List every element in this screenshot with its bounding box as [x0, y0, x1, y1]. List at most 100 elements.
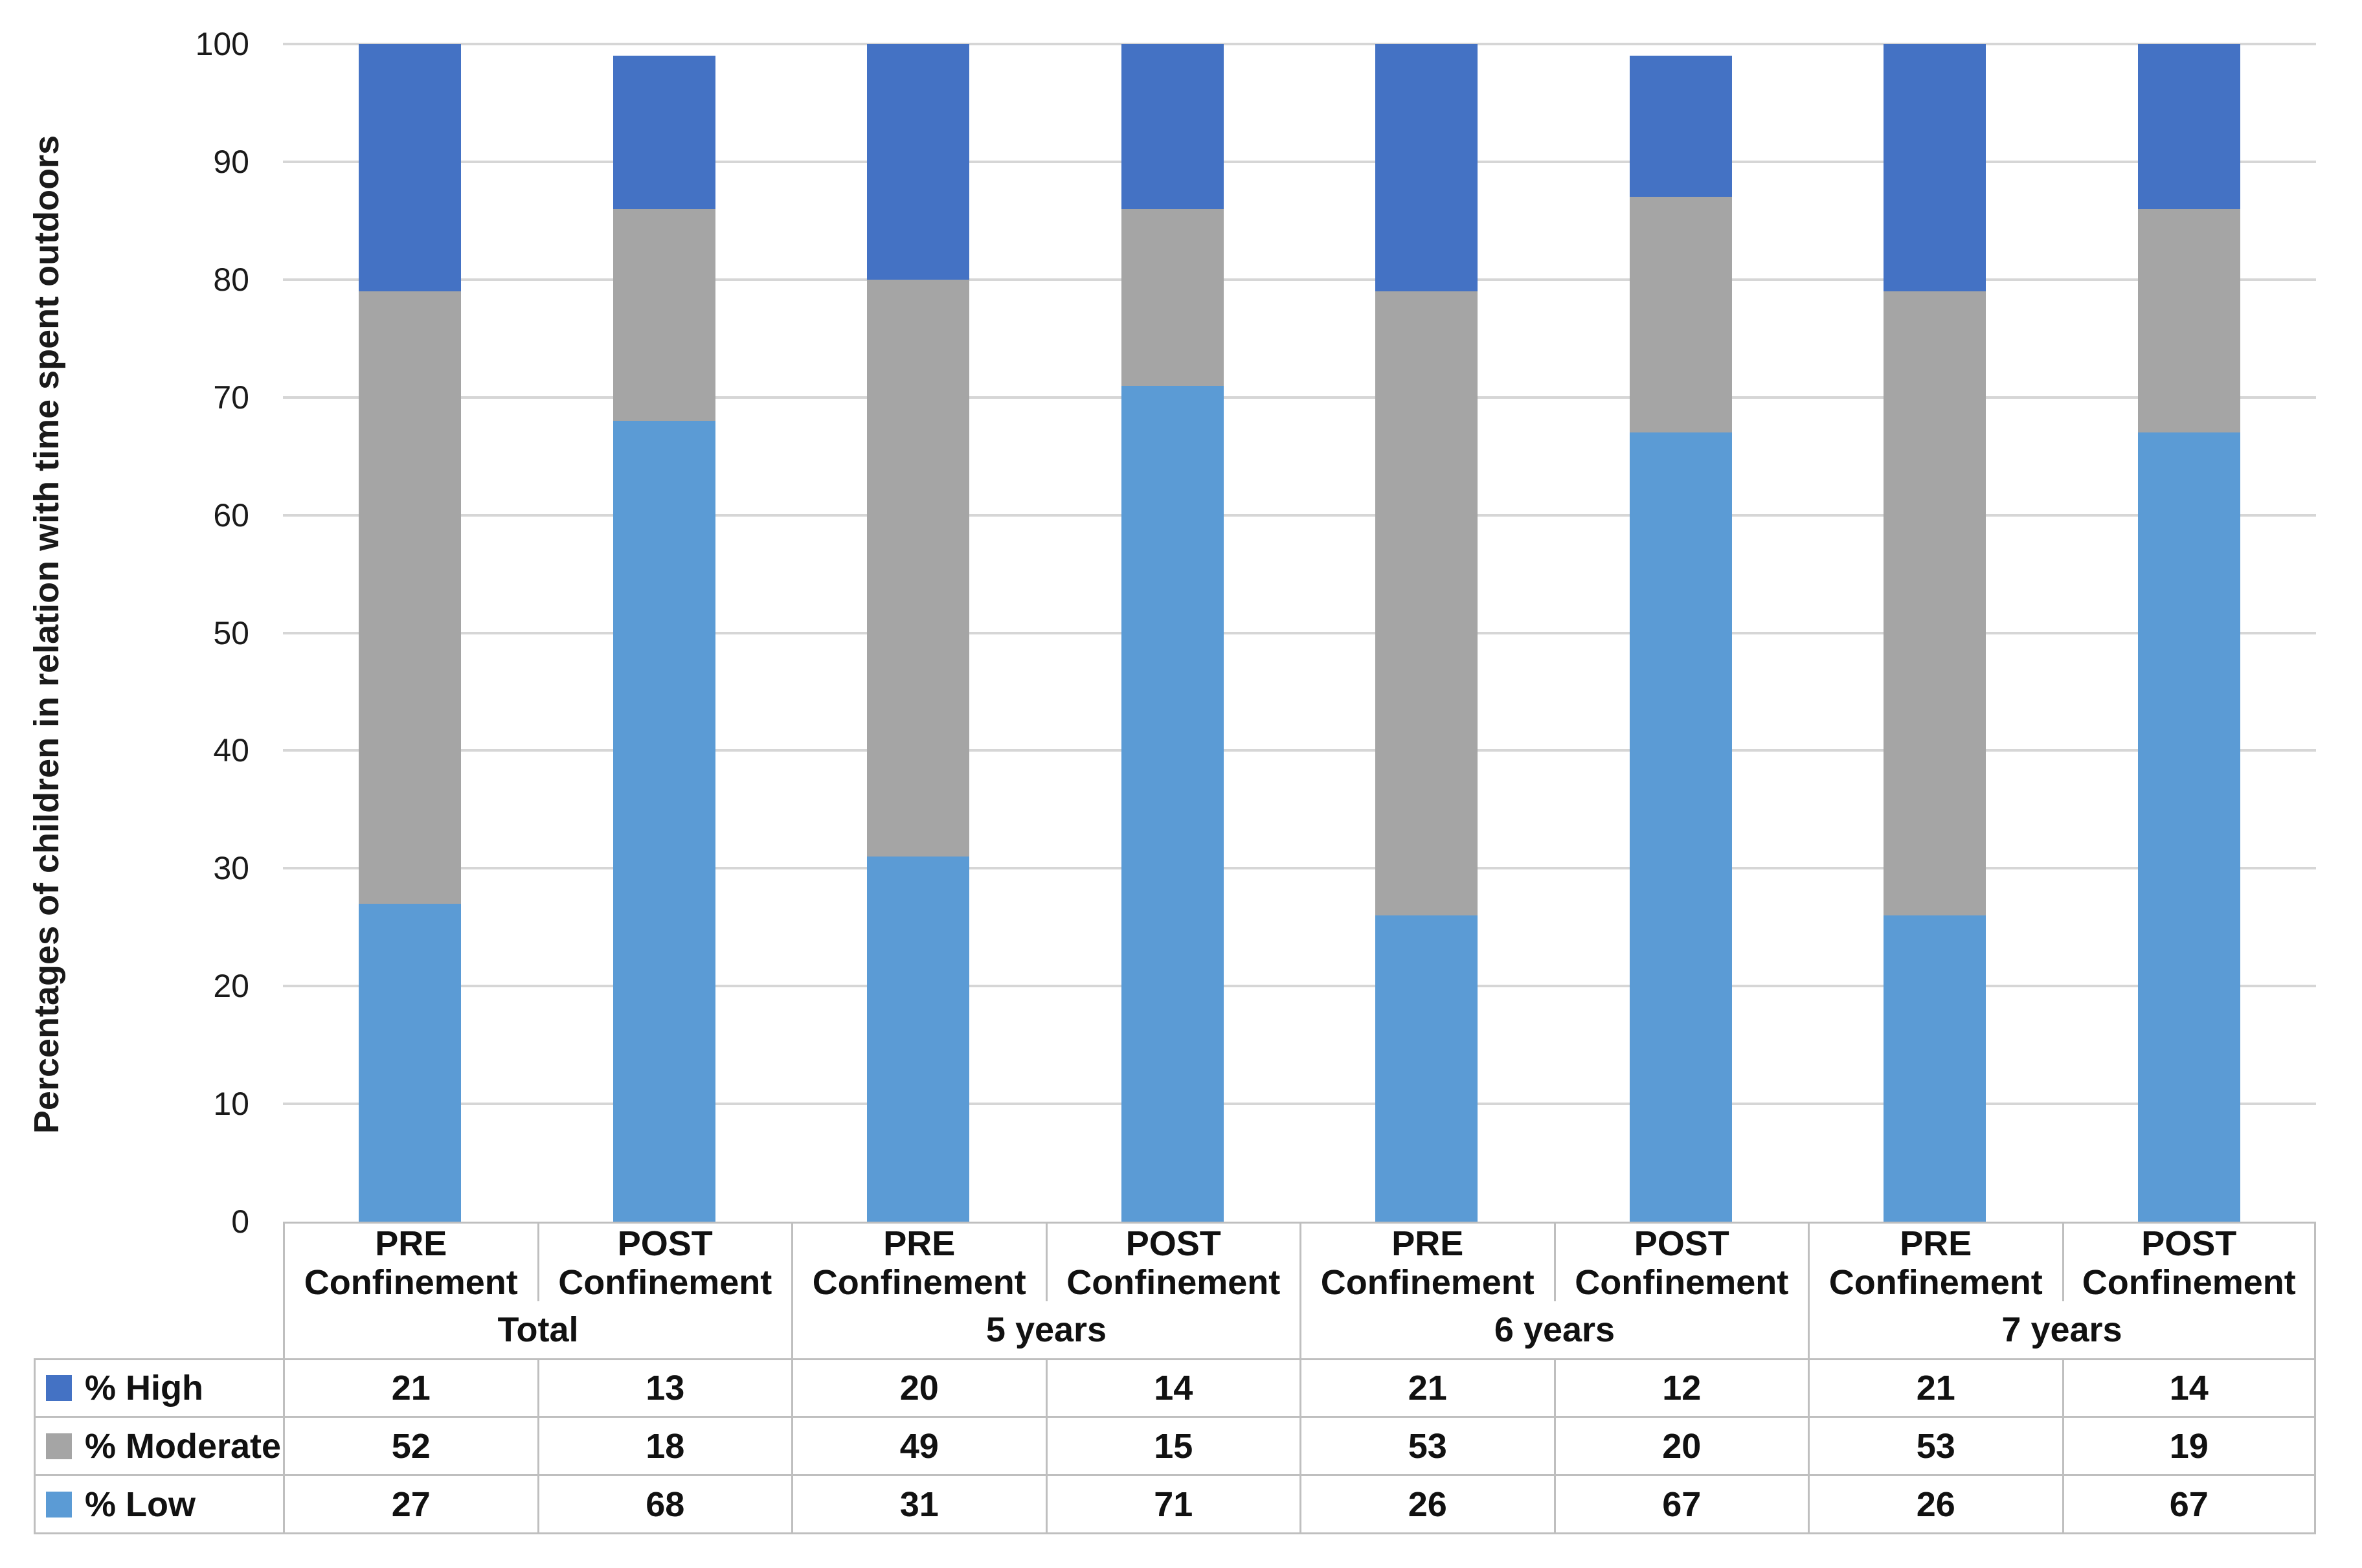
y-tick-label: 70: [213, 379, 249, 416]
chart-data-table: PRE Confinement POST Confinement PRE Confinem…: [34, 1222, 2316, 1534]
gridline: [283, 631, 2316, 634]
table-value-cell: 20: [791, 1358, 1046, 1416]
table-value-cell: 14: [1045, 1358, 1299, 1416]
table-header-line1: PRE: [1391, 1224, 1464, 1263]
plot-area: [283, 43, 2316, 1222]
table-header-line1: PRE: [375, 1224, 447, 1263]
y-tick-label: 100: [195, 26, 249, 62]
table-value-cell: 49: [791, 1416, 1046, 1474]
table-value-cell: 68: [537, 1474, 791, 1534]
stacked-bar: [1884, 44, 1986, 1222]
table-header-line1: POST: [2141, 1224, 2237, 1263]
table-value-cell: 71: [1045, 1474, 1299, 1534]
table-header-cell: PRE Confinement: [1299, 1222, 1554, 1302]
table-value-cell: 52: [283, 1416, 537, 1474]
bar-segment-moderate: [1121, 208, 1224, 386]
gridline: [283, 1103, 2316, 1106]
table-header-line1: POST: [617, 1224, 713, 1263]
table-header-line2: Confinement: [2082, 1263, 2296, 1302]
table-value-cell: 26: [1299, 1474, 1554, 1534]
table-header-line1: PRE: [883, 1224, 956, 1263]
bar-segment-high: [1884, 44, 1986, 291]
bar-segment-low: [1121, 385, 1224, 1222]
y-tick-label: 50: [213, 614, 249, 651]
table-value-cell: 12: [1553, 1358, 1808, 1416]
table-value-cell: 21: [283, 1358, 537, 1416]
table-group-cell: Total: [283, 1301, 791, 1358]
y-tick-label: 30: [213, 850, 249, 887]
bar-segment-low: [359, 903, 462, 1222]
bar-segment-low: [1884, 915, 1986, 1222]
gridline: [283, 160, 2316, 163]
table-group-cell: 5 years: [791, 1301, 1299, 1358]
stacked-bar: [867, 44, 970, 1222]
table-header-line2: Confinement: [1066, 1263, 1281, 1302]
table-value-cell: 27: [283, 1474, 537, 1534]
bar-segment-high: [1121, 44, 1224, 209]
table-header-cell: POST Confinement: [537, 1222, 791, 1302]
legend-label: % High: [85, 1369, 203, 1407]
table-header-line2: Confinement: [1320, 1263, 1535, 1302]
bar-segment-high: [359, 44, 462, 291]
table-header-cell: PRE Confinement: [791, 1222, 1046, 1302]
gridline: [283, 513, 2316, 517]
table-value-cell: 14: [2062, 1358, 2316, 1416]
table-header-cell: PRE Confinement: [1808, 1222, 2062, 1302]
table-header-line1: PRE: [1900, 1224, 1972, 1263]
y-tick-label: 60: [213, 497, 249, 533]
bar-segment-high: [1629, 56, 1732, 197]
stacked-bar: [1629, 56, 1732, 1222]
stacked-bar: [1121, 44, 1224, 1222]
gridline: [283, 43, 2316, 45]
table-header-line2: Confinement: [1828, 1263, 2043, 1302]
table-header-line2: Confinement: [304, 1263, 518, 1302]
bar-segment-low: [2137, 432, 2240, 1222]
y-tick-label: 80: [213, 261, 249, 298]
stacked-bar: [1375, 44, 1478, 1222]
legend-cell: % Low: [34, 1474, 283, 1534]
table-header-line2: Confinement: [558, 1263, 772, 1302]
gridline: [283, 396, 2316, 399]
table-value-cell: 67: [1553, 1474, 1808, 1534]
y-tick-label: 20: [213, 968, 249, 1005]
table-header-cell: POST Confinement: [1553, 1222, 1808, 1302]
table-value-cell: 13: [537, 1358, 791, 1416]
y-tick-label: 10: [213, 1086, 249, 1123]
bar-segment-high: [867, 44, 970, 280]
table-group-cell: 7 years: [1808, 1301, 2316, 1358]
y-tick-label: 90: [213, 143, 249, 180]
table-value-cell: 53: [1299, 1416, 1554, 1474]
table-header-cell: PRE Confinement: [283, 1222, 537, 1302]
y-tick-label: 0: [231, 1204, 249, 1240]
stacked-bar: [613, 56, 715, 1222]
table-value-cell: 15: [1045, 1416, 1299, 1474]
legend-cell: % Moderate: [34, 1416, 283, 1474]
stacked-bar: [2137, 44, 2240, 1222]
bar-segment-moderate: [2137, 208, 2240, 433]
bar-segment-high: [1375, 44, 1478, 291]
table-header-cell: POST Confinement: [1045, 1222, 1299, 1302]
stacked-bar: [359, 44, 462, 1222]
legend-swatch-icon: [46, 1433, 72, 1459]
bar-segment-moderate: [1884, 291, 1986, 916]
bar-segment-moderate: [1629, 197, 1732, 433]
table-value-cell: 18: [537, 1416, 791, 1474]
table-header-cell: POST Confinement: [2062, 1222, 2316, 1302]
table-value-cell: 20: [1553, 1416, 1808, 1474]
legend-label: % Moderate: [85, 1426, 282, 1466]
legend-label: % Low: [85, 1484, 196, 1524]
bar-segment-moderate: [613, 208, 715, 421]
table-group-cell: 6 years: [1299, 1301, 1808, 1358]
table-value-cell: 21: [1808, 1358, 2062, 1416]
bar-segment-high: [613, 56, 715, 209]
table-header-line2: Confinement: [1575, 1263, 1789, 1302]
gridline: [283, 867, 2316, 870]
legend-swatch-icon: [46, 1491, 72, 1518]
table-value-cell: 67: [2062, 1474, 2316, 1534]
legend-cell: % High: [34, 1358, 283, 1416]
legend-swatch-icon: [46, 1375, 72, 1401]
bar-segment-high: [2137, 44, 2240, 209]
bar-segment-low: [1629, 432, 1732, 1222]
bar-segment-moderate: [1375, 291, 1478, 916]
